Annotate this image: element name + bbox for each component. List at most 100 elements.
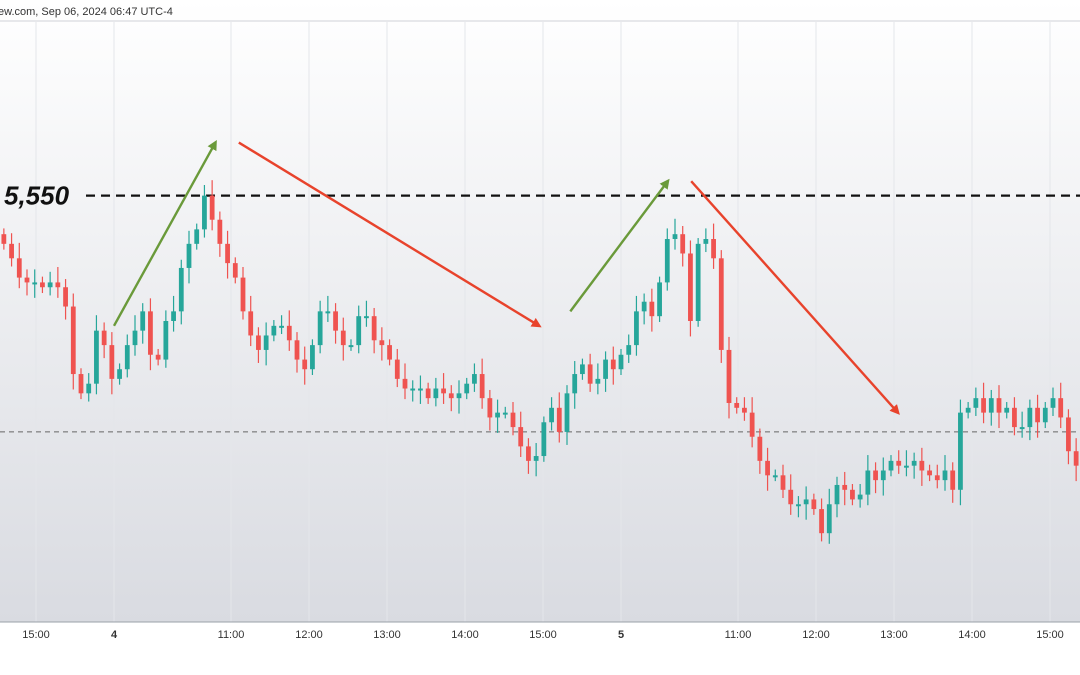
candle-body [387, 345, 392, 360]
candle-body [549, 407, 554, 423]
axis-strip-background [0, 622, 1080, 675]
candle-3 [24, 269, 30, 296]
candle-128 [988, 389, 994, 426]
candle-body [896, 460, 902, 466]
candle-body [672, 234, 678, 240]
candle-body [988, 398, 994, 413]
candle-body [487, 398, 493, 418]
candle-body [16, 258, 22, 278]
candle-body [996, 398, 1002, 413]
candle-71 [549, 397, 554, 431]
candle-70 [541, 416, 547, 462]
x-tick-label-1: 4 [111, 629, 118, 641]
candle-body [441, 388, 446, 394]
candle-14 [109, 332, 115, 395]
candle-27 [209, 180, 215, 231]
candle-body [425, 388, 431, 399]
candle-17 [132, 315, 138, 356]
candle-body [178, 267, 184, 312]
candle-112 [865, 455, 871, 506]
x-axis-ticks: 15:00 4 11:00 12:00 13:00 14:00 15:00 5 11:00 12:… [22, 629, 1064, 641]
candle-105 [811, 493, 817, 515]
candle-body [695, 243, 701, 321]
candle-75 [580, 358, 585, 380]
candle-body [371, 316, 377, 341]
x-tick-label-5: 14:00 [451, 629, 479, 641]
candle-body [78, 374, 84, 394]
candle-body [765, 460, 770, 476]
candle-43 [333, 303, 338, 344]
x-tick-label-3: 12:00 [295, 629, 323, 641]
trend-arrows [112, 139, 900, 415]
candle-81 [626, 334, 632, 363]
candle-body [47, 282, 53, 288]
candle-101 [780, 464, 786, 498]
candle-body [109, 345, 115, 379]
candle-body [618, 354, 624, 370]
candle-65 [502, 406, 508, 419]
candle-58 [448, 385, 454, 412]
candle-137 [1058, 382, 1064, 429]
candle-135 [1042, 402, 1048, 429]
candle-body [448, 393, 454, 399]
candle-body [101, 330, 107, 346]
x-tick-label-2: 11:00 [218, 629, 245, 641]
candle-body [124, 345, 130, 370]
candle-72 [556, 392, 562, 443]
downtrend-arrow-1 [238, 141, 542, 328]
candle-body [171, 311, 176, 321]
candle-body [163, 321, 169, 360]
candle-body [333, 311, 338, 331]
candle-body [803, 499, 809, 505]
candle-body [688, 253, 693, 321]
candle-body [703, 239, 709, 244]
candle-body [302, 359, 308, 370]
candle-44 [340, 317, 346, 361]
candle-83 [641, 293, 647, 325]
candle-99 [765, 447, 770, 491]
candle-124 [958, 399, 963, 506]
candle-body [958, 412, 963, 490]
candle-37 [286, 310, 292, 351]
candle-body [927, 470, 932, 476]
candle-body [232, 263, 238, 278]
candle-2 [16, 242, 22, 289]
candle-16 [124, 334, 130, 378]
x-tick-label-10: 13:00 [880, 629, 908, 641]
candle-body [657, 282, 662, 317]
candle-body [1058, 398, 1064, 418]
candle-85 [657, 276, 662, 322]
candle-body [1042, 407, 1048, 423]
candle-body [1, 234, 7, 244]
candle-body [379, 340, 385, 346]
candle-6 [47, 271, 53, 296]
candle-body [286, 325, 292, 341]
candle-108 [834, 476, 840, 518]
candle-30 [232, 257, 238, 284]
candle-body [780, 475, 786, 490]
candle-body [734, 402, 740, 408]
candle-body [464, 383, 470, 394]
level-label-5550: 5,550 [4, 181, 70, 211]
candle-59 [456, 380, 462, 414]
candle-60 [464, 377, 470, 400]
candle-body [572, 374, 578, 394]
candle-body [225, 243, 230, 264]
candle-13 [101, 322, 107, 359]
candle-110 [850, 484, 855, 506]
candle-64 [495, 399, 500, 433]
candle-68 [526, 438, 531, 474]
candle-94 [726, 336, 732, 419]
candle-95 [734, 397, 740, 414]
candle-body [1019, 427, 1025, 430]
candle-122 [942, 455, 948, 491]
level-lines: 5,550 [0, 181, 1080, 433]
candle-body [965, 407, 971, 413]
candle-117 [904, 450, 909, 477]
candle-56 [433, 377, 439, 407]
candle-body [857, 494, 863, 500]
candle-body [742, 407, 747, 413]
candle-123 [950, 462, 956, 503]
candle-115 [888, 455, 894, 477]
candle-134 [1035, 394, 1040, 438]
